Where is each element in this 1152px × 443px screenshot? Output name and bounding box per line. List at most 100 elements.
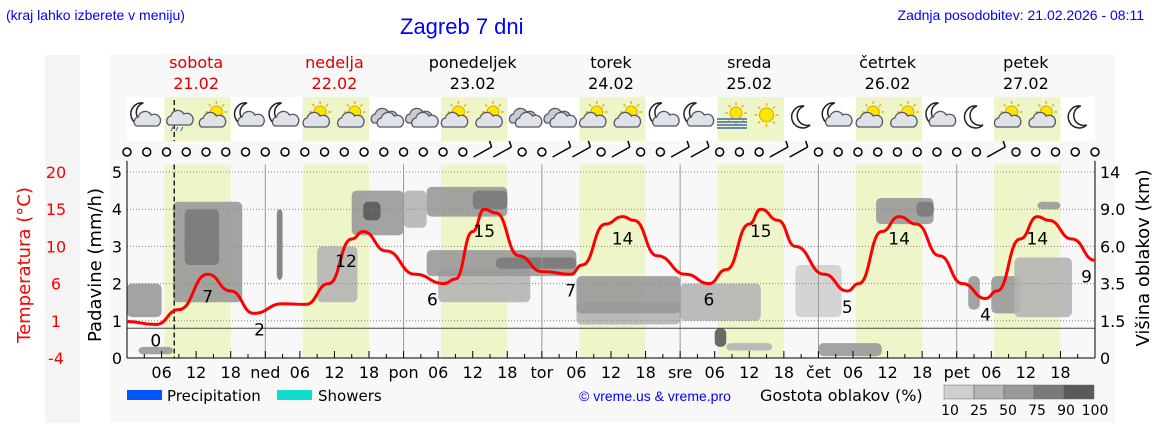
cloud-density-cell [714, 328, 727, 347]
moon-cloud-icon [648, 102, 680, 127]
barb-shaft [789, 146, 809, 158]
x-tick-label: 12 [186, 363, 206, 382]
temp-axis-title: Temperatura (°C) [14, 187, 35, 344]
day-name: torek [590, 53, 632, 72]
barb-flag [804, 140, 809, 148]
x-tick-label: 18 [221, 363, 241, 382]
sun-ray [727, 104, 731, 108]
sun-cloud-icon [613, 101, 643, 128]
cloud-icon [613, 111, 642, 128]
cloud-rain-icon [166, 109, 194, 132]
cloud-density-cell [276, 209, 283, 280]
sun-ray [208, 103, 212, 107]
density-legend-label: 100 [1082, 403, 1109, 419]
x-tick-label: 12 [1016, 363, 1036, 382]
sun-ray [498, 103, 502, 107]
x-tick-label: 12 [463, 363, 483, 382]
wind-calm-icon [161, 147, 172, 157]
precip-tick-label: 3 [112, 237, 122, 256]
cloud-icon [405, 107, 439, 128]
cloud-icon [133, 110, 162, 127]
x-tick-label: 06 [981, 363, 1001, 382]
sun-ray [772, 105, 776, 110]
barb-shaft [492, 146, 512, 158]
barb-flag [627, 140, 631, 148]
density-legend-title: Gostota oblakov (%) [760, 386, 923, 405]
density-legend-label: 25 [970, 403, 988, 419]
wind-calm-icon [1011, 147, 1021, 157]
temperature-label: 0 [150, 332, 161, 352]
temp-tick-label: 15 [46, 200, 66, 219]
sun-cloud-icon [1028, 101, 1058, 128]
cloud-density-cell [138, 346, 174, 355]
temperature-label: 14 [1027, 230, 1049, 250]
location-hint: (kraj lahko izberete v meniju) [6, 7, 185, 23]
temperature-label: 7 [565, 281, 576, 301]
density-legend-swatch [1003, 384, 1035, 400]
wind-calm-icon [1090, 147, 1100, 157]
sun-cloud-icon [302, 101, 332, 128]
wind-calm-icon [912, 147, 922, 157]
wind-barb-icon [611, 140, 631, 158]
temp-tick-label: 1 [51, 312, 61, 331]
precip-axis-title: Padavine (mm/h) [85, 188, 106, 342]
cloud-density-cell [184, 209, 220, 265]
day-date: 21.02 [173, 74, 219, 93]
day-date: 23.02 [450, 74, 496, 93]
moon-cloud-icon [683, 102, 715, 127]
day-date: 22.02 [312, 74, 358, 93]
cloud-icon [543, 107, 578, 128]
barb-flag [488, 140, 493, 148]
cloud-icon [1028, 111, 1057, 128]
cloud-icon [376, 111, 405, 128]
wind-calm-icon [122, 147, 132, 157]
wind-calm-icon [517, 147, 527, 157]
sun-ray [221, 103, 225, 107]
sun-ray [450, 103, 454, 107]
wind-barb-icon [789, 140, 809, 158]
sun-ray [484, 103, 488, 107]
cloud-icon [993, 111, 1022, 128]
sun-ray [601, 103, 606, 107]
sun-cloud-icon [855, 101, 885, 128]
temperature-label: 15 [473, 222, 495, 242]
sun-cloud-icon [198, 101, 228, 128]
daylight-band [717, 164, 784, 358]
density-legend-swatch [973, 384, 1005, 400]
cloud-density-cell [1037, 201, 1061, 210]
day-name: četrtek [859, 53, 917, 72]
sun-ray [346, 103, 350, 107]
sun-ray [1003, 103, 1007, 107]
moon-icon [1067, 105, 1088, 129]
temp-tick-label: -4 [48, 349, 64, 368]
wind-calm-icon [260, 147, 271, 157]
wind-calm-icon [221, 147, 231, 157]
x-tick-label: 06 [151, 363, 171, 382]
wind-calm-icon [655, 147, 666, 157]
wind-calm-icon [438, 147, 448, 157]
wind-calm-icon [813, 147, 824, 157]
moon-icon [790, 105, 811, 129]
wind-calm-icon [418, 147, 429, 157]
day-date: 25.02 [726, 74, 772, 93]
x-tick-label: 18 [497, 363, 517, 382]
cloud-density-cell [472, 190, 508, 210]
temp-tick-label: 10 [46, 237, 66, 256]
barb-flag [1002, 140, 1006, 148]
sun-ray [878, 103, 882, 107]
wind-calm-icon [754, 147, 764, 157]
wind-calm-icon [359, 147, 369, 157]
sun-cloud-icon [336, 101, 366, 128]
moon-cloud-icon [821, 102, 853, 127]
cloud-density-cell [495, 257, 577, 269]
copyright-link: © vreme.us & vreme.pro [579, 388, 731, 404]
day-date: 26.02 [865, 74, 911, 93]
sun-icon [759, 107, 775, 123]
x-tick-label: 06 [843, 363, 863, 382]
precip-tick-label: 0 [112, 349, 122, 368]
barb-flag [706, 140, 710, 148]
barb-shaft [769, 146, 789, 158]
cloud-density-cell [991, 276, 1021, 314]
wind-barb-icon [986, 140, 1006, 158]
